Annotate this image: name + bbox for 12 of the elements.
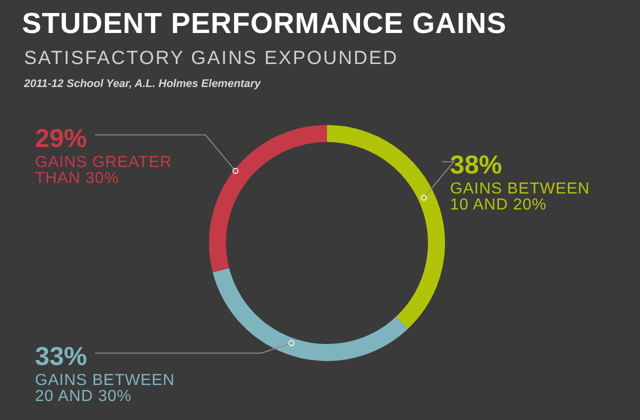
- data-label: 33%: [35, 341, 88, 372]
- slice-label: GAINS GREATER THAN 30%: [35, 154, 172, 187]
- slice-label: GAINS BETWEEN 10 AND 20%: [450, 180, 590, 214]
- chart-title: STUDENT PERFORMANCE GAINS: [22, 8, 507, 41]
- donut-slice: [327, 125, 445, 330]
- data-label: 38%: [450, 150, 502, 180]
- donut-slice: [212, 268, 408, 361]
- data-label: 29%: [35, 122, 88, 153]
- chart-subtitle: SATISFACTORY GAINS EXPOUNDED: [24, 48, 398, 70]
- donut-slice: [209, 125, 327, 272]
- text: 2011-12 School Year, A.L. Holmes Elementary: [24, 78, 261, 90]
- slice-label: GAINS BETWEEN 20 AND 30%: [35, 372, 175, 406]
